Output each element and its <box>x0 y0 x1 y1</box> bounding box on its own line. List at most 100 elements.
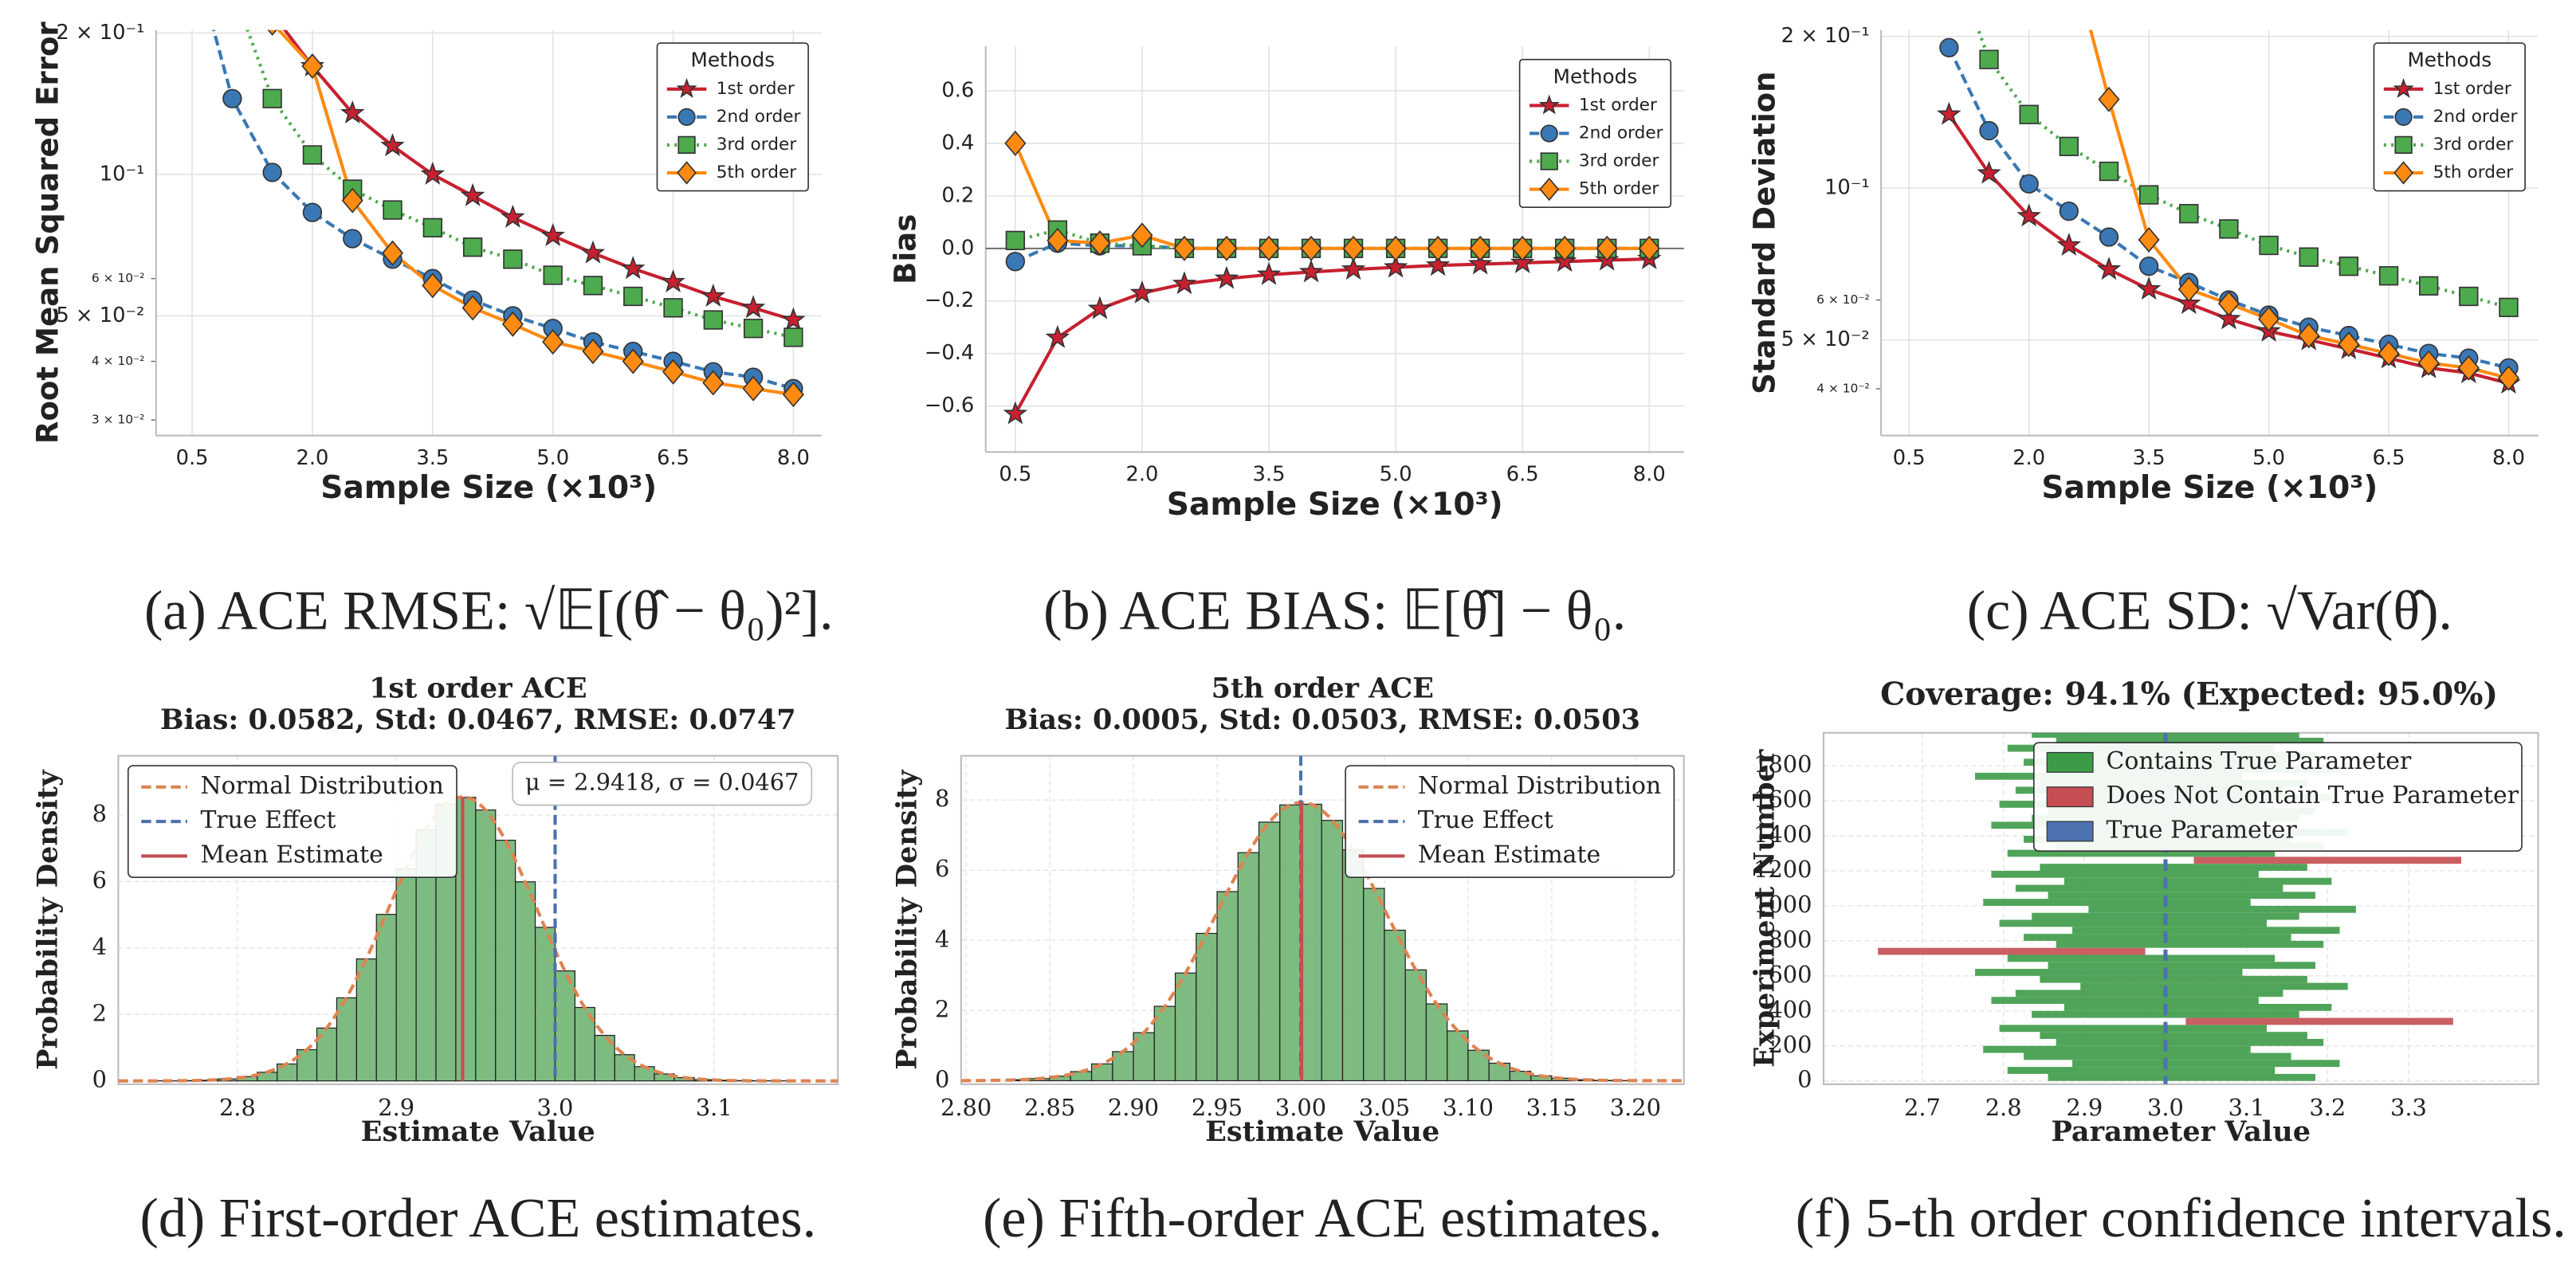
x-tick-label: 0.5 <box>999 463 1031 487</box>
x-tick-label: 5.0 <box>2252 446 2285 470</box>
series-line <box>1014 257 1650 415</box>
legend-label: 3rd order <box>2433 135 2514 155</box>
marker <box>2394 108 2413 126</box>
marker <box>1979 49 1999 69</box>
y-tick-label: 1400 <box>1753 821 1812 848</box>
histogram-bar <box>495 840 516 1082</box>
chart-title: Coverage: 94.1% (Expected: 95.0%) <box>1880 676 2498 712</box>
x-tick-label: 3.15 <box>1526 1094 1577 1121</box>
histogram-bar <box>1363 888 1385 1082</box>
confidence-interval <box>2040 1032 2307 1039</box>
marker <box>1596 235 1618 261</box>
marker <box>2099 161 2119 182</box>
y-tick-label: −0.4 <box>925 341 975 365</box>
marker <box>462 237 483 257</box>
axis-frame <box>117 754 839 1085</box>
marker <box>620 256 646 280</box>
y-tick-label: 800 <box>1768 926 1812 953</box>
legend-patch <box>2046 786 2094 808</box>
x-axis-label: Parameter Value <box>2052 1115 2311 1148</box>
marker <box>663 298 683 318</box>
marker <box>623 286 643 307</box>
plot-area <box>1937 29 2521 394</box>
legend-label: 1st order <box>1579 95 1657 115</box>
marker <box>2098 86 2120 112</box>
marker <box>262 163 282 182</box>
marker <box>1469 235 1491 261</box>
histogram-bar <box>1300 803 1322 1082</box>
marker <box>2016 203 2041 227</box>
confidence-interval <box>2072 927 2340 935</box>
x-tick-label: 0.5 <box>176 446 209 470</box>
confidence-interval <box>2064 877 2332 885</box>
legend-label: 2nd order <box>717 107 801 127</box>
marker <box>2138 185 2159 205</box>
confidence-interval <box>1999 919 2268 927</box>
marker <box>740 295 766 319</box>
x-tick-label: 3.2 <box>2309 1094 2346 1121</box>
marker <box>222 88 242 108</box>
marker <box>2378 266 2399 286</box>
plot-area <box>118 755 838 1083</box>
y-tick-label: 200 <box>1768 1031 1812 1058</box>
marker <box>422 218 442 237</box>
marker <box>702 370 724 396</box>
confidence-interval <box>2007 954 2276 962</box>
marker <box>341 187 363 214</box>
confidence-interval <box>2064 1004 2332 1011</box>
legend-label: 5th order <box>717 163 797 182</box>
x-tick-label: 2.9 <box>378 1094 414 1121</box>
marker <box>1172 271 1197 295</box>
marker <box>582 339 604 365</box>
marker <box>542 329 564 355</box>
legend-box <box>127 765 457 879</box>
marker <box>2338 331 2360 358</box>
caption: (b) ACE BIAS: 𝔼[θ̂] − θ₀. <box>1043 581 1626 642</box>
legend-label: True Effect <box>200 806 336 834</box>
x-tick-label: 3.1 <box>2228 1094 2265 1121</box>
marker <box>2019 104 2039 124</box>
panel: 2.7 2.8 2.9 3.0 3.1 3.2 3.3 0 200 400 600 800 1000 12… <box>1748 676 2566 1249</box>
y-tick-label: 0.2 <box>941 183 974 207</box>
y-tick-label: −0.2 <box>925 288 975 312</box>
legend-label: Normal Distribution <box>200 772 443 800</box>
marker <box>1539 177 1560 202</box>
marker <box>677 135 696 155</box>
confidence-interval <box>2040 975 2307 983</box>
legend-title: Methods <box>2407 49 2492 72</box>
axis-frame <box>960 754 1685 1085</box>
legend-label: 1st order <box>2433 79 2511 99</box>
y-tick-label: 2 <box>92 999 107 1026</box>
x-tick-label: 6.5 <box>657 446 689 470</box>
marker <box>2338 257 2359 276</box>
marker <box>2417 350 2440 376</box>
y-tick-label: 6 <box>92 866 107 893</box>
histogram-bar <box>1279 804 1302 1082</box>
marker <box>783 327 803 347</box>
marker <box>661 268 685 292</box>
marker <box>422 272 444 299</box>
y-tick-label: 0 <box>92 1066 107 1093</box>
legend-label: 3rd order <box>717 135 797 155</box>
marker <box>1129 280 1155 304</box>
marker <box>2457 355 2480 381</box>
y-axis-label: Probability Density <box>31 769 64 1070</box>
marker <box>2019 174 2039 194</box>
caption: (d) First-order ACE estimates. <box>140 1188 817 1249</box>
confidence-interval <box>1999 1025 2268 1033</box>
y-axis-label: Probability Density <box>890 769 923 1070</box>
y-tick-label: 8 <box>935 785 949 812</box>
marker <box>1937 101 1961 125</box>
marker <box>2378 340 2400 366</box>
histogram-bar <box>534 927 556 1082</box>
series-line <box>1013 143 1650 250</box>
histogram-bar <box>355 958 377 1082</box>
marker <box>2393 78 2414 98</box>
legend-box <box>1518 58 1672 209</box>
x-axis-label: Estimate Value <box>361 1115 595 1148</box>
marker <box>676 78 697 98</box>
marker <box>2177 276 2200 303</box>
marker <box>583 276 603 296</box>
legend-patch <box>2046 751 2094 773</box>
histogram-bar <box>554 970 576 1082</box>
